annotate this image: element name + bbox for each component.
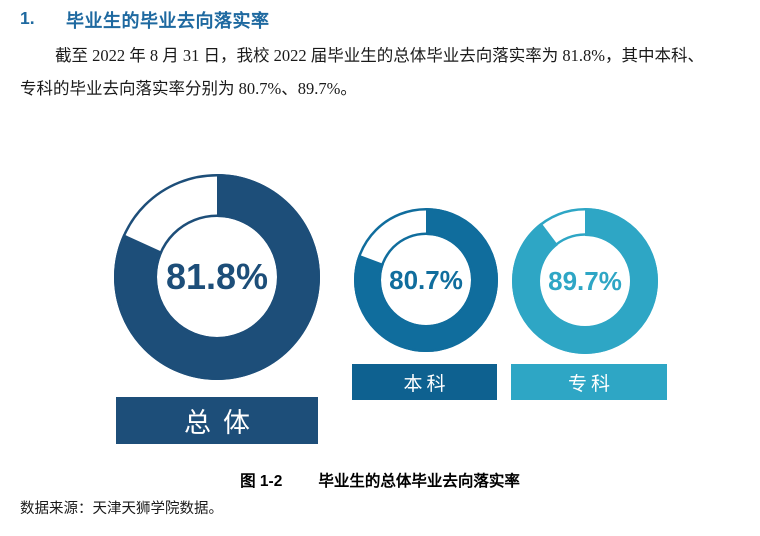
body-paragraph-line-2: 专科的毕业去向落实率分别为 80.7%、89.7%。 [20,79,357,98]
heading-number: 1. [20,8,35,28]
category-bar-junior-college: 专科 [511,364,667,400]
figure-number: 图 1-2 [240,473,283,490]
donut-chart-junior-college [512,208,658,354]
data-source-note: 数据来源：天津天狮学院数据。 [20,501,223,517]
category-bar-undergraduate: 本科 [352,364,497,400]
figure-title: 毕业生的总体毕业去向落实率 [318,473,520,490]
body-paragraph-line-1: 截至 2022 年 8 月 31 日，我校 2022 届毕业生的总体毕业去向落实… [55,46,704,65]
donut-chart-undergraduate [354,208,498,352]
body-paragraph: 截至 2022 年 8 月 31 日，我校 2022 届毕业生的总体毕业去向落实… [20,39,748,105]
category-bar-overall: 总体 [116,397,318,444]
page-title: 毕业生的毕业去向落实率 [66,11,270,31]
figure-caption: 图 1-2 毕业生的总体毕业去向落实率 [0,469,760,491]
donut-chart-overall [114,174,320,380]
